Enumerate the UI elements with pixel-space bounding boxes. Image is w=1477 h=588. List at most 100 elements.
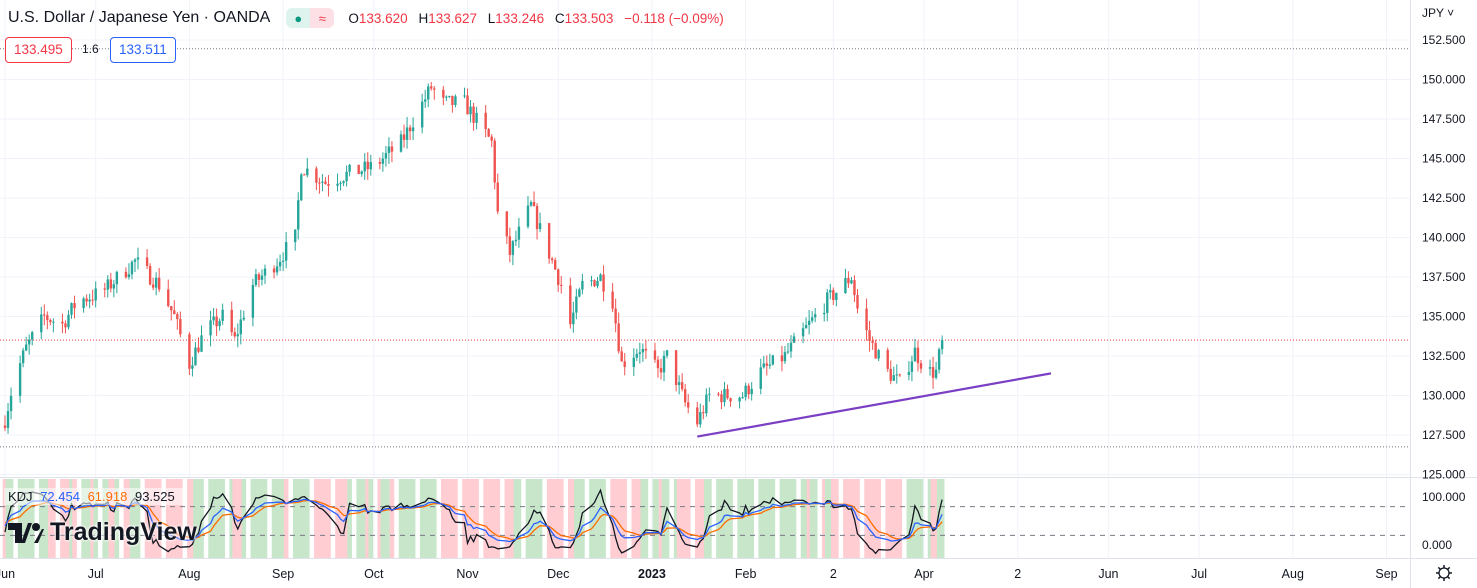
kdj-bg-band xyxy=(831,479,836,558)
price-tick-label: 125.000 xyxy=(1422,468,1466,482)
kdj-bg-band xyxy=(90,479,95,558)
candle-body xyxy=(109,279,113,289)
candle-body xyxy=(442,89,445,98)
candle xyxy=(381,152,385,172)
trendline[interactable] xyxy=(697,372,1052,438)
candle xyxy=(931,356,935,389)
candle xyxy=(430,82,433,91)
candle xyxy=(656,356,660,378)
kdj-bg-band xyxy=(193,479,198,558)
candle xyxy=(780,345,784,372)
candle xyxy=(466,88,469,115)
gear-tooth xyxy=(1437,576,1441,580)
time-tick-label: Jun xyxy=(1098,567,1118,581)
candle xyxy=(744,382,747,401)
candle xyxy=(599,273,602,282)
candle-body xyxy=(578,289,581,297)
candle-body xyxy=(632,357,635,367)
candle xyxy=(194,342,197,366)
candle-body xyxy=(399,134,403,152)
kdj-legend[interactable]: KDJ 72.454 61.918 93.525 xyxy=(4,488,183,505)
price-tick-label: 142.500 xyxy=(1422,191,1466,205)
kdj-bg-band xyxy=(658,479,664,558)
kdj-bg-band xyxy=(516,479,522,558)
gear-icon[interactable] xyxy=(1436,565,1452,581)
tradingview-logo[interactable]: TradingView xyxy=(8,518,197,547)
candle-body xyxy=(910,361,914,372)
candle-body xyxy=(611,291,614,309)
buy-button[interactable]: 133.511 xyxy=(110,37,176,63)
candle xyxy=(807,309,811,335)
candle xyxy=(85,294,88,307)
candle-body xyxy=(702,412,705,414)
candle-body xyxy=(3,425,7,428)
candle xyxy=(303,173,306,176)
kdj-bg-band xyxy=(746,479,751,558)
candle xyxy=(130,260,134,280)
kdj-bg-band xyxy=(259,479,265,558)
status-pill[interactable]: ● ≈ xyxy=(286,8,335,28)
candle-body xyxy=(85,298,88,302)
kdj-bg-band xyxy=(323,479,328,558)
candle-body xyxy=(67,314,70,328)
candle xyxy=(614,298,617,333)
kdj-bg-band xyxy=(41,479,47,558)
candle-body xyxy=(708,393,711,395)
kdj-bg-band xyxy=(725,479,730,558)
candle xyxy=(804,317,808,329)
change-value: −0.118 (−0.09%) xyxy=(624,10,724,26)
kdj-bg-band xyxy=(214,479,219,558)
candle xyxy=(124,267,128,279)
candle-body xyxy=(614,308,617,324)
kdj-bg-band xyxy=(761,479,767,558)
candle xyxy=(31,330,34,346)
kdj-bg-band xyxy=(341,479,346,558)
candle xyxy=(850,276,853,285)
price-tick-label: 147.500 xyxy=(1422,112,1466,126)
candle xyxy=(611,283,614,313)
kdj-bg-band xyxy=(314,479,319,558)
candle-body xyxy=(508,236,512,255)
candle xyxy=(366,152,369,180)
candle-body xyxy=(916,347,920,364)
candle-body xyxy=(750,388,753,395)
candle xyxy=(133,258,137,272)
candle xyxy=(702,405,705,420)
candle-body xyxy=(801,328,805,337)
kdj-bg-band xyxy=(812,479,818,558)
kdj-bg-band xyxy=(694,479,700,558)
candle-body xyxy=(200,335,203,352)
candle-body xyxy=(762,363,765,368)
candle xyxy=(623,353,626,376)
kdj-bg-band xyxy=(788,479,794,558)
candle xyxy=(21,347,25,368)
candle xyxy=(835,292,838,307)
kdj-bg-band xyxy=(60,479,65,558)
kdj-bg-band xyxy=(444,479,449,558)
candle xyxy=(390,141,394,163)
candle-body xyxy=(662,355,666,373)
currency-selector[interactable]: JPY ˅ xyxy=(1422,6,1454,20)
kdj-bg-band xyxy=(782,479,788,558)
candle xyxy=(575,288,578,320)
ohlc-legend: O133.620 H133.627 L133.246 C133.503 −0.1… xyxy=(348,11,730,26)
candle-body xyxy=(913,347,917,362)
candle-body xyxy=(9,395,13,412)
candle xyxy=(792,332,796,343)
candle xyxy=(145,249,149,270)
kdj-bg-band xyxy=(936,479,942,558)
candle xyxy=(336,173,339,192)
price-tick-label: 127.500 xyxy=(1422,428,1466,442)
candle xyxy=(49,318,52,326)
kdj-bg-band xyxy=(601,479,606,558)
candle xyxy=(940,335,944,355)
candle xyxy=(420,93,424,134)
symbol-title[interactable]: U.S. Dollar / Japanese Yen · OANDA xyxy=(8,9,271,26)
candle xyxy=(236,323,239,348)
candle-body xyxy=(384,152,388,159)
kdj-bg-band xyxy=(589,479,594,558)
candle-body xyxy=(804,325,808,329)
sell-button[interactable]: 133.495 xyxy=(5,37,72,63)
candle-body xyxy=(427,86,430,100)
